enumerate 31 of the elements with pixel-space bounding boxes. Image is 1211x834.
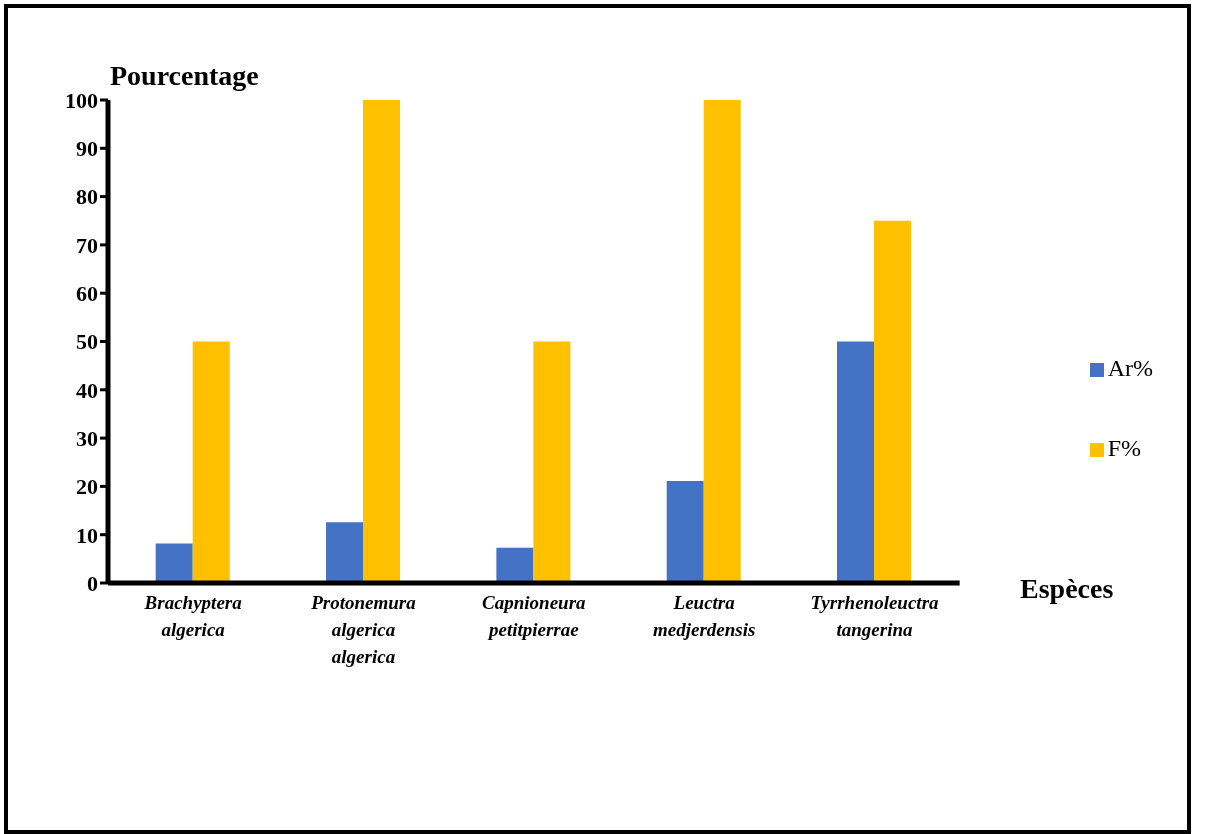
legend-label: Ar%	[1107, 355, 1153, 381]
x-tick-label: Leuctra medjerdensis	[652, 592, 756, 640]
frame: Ar% F% Brachyptera algerica Protonemura algerica algerica Capnioneura petitpierrae Leuctra medjerdensis Tyrrhenoleuctra tangerina 0 10 20 30 40 50 60 70 80 90 100 Pourcentage Espèces	[4, 4, 1191, 834]
y-tick-label: 80	[76, 184, 98, 210]
y-tick-label: 100	[65, 87, 98, 113]
bar	[326, 522, 364, 583]
y-tick-label: 50	[76, 329, 98, 355]
x-tick-label: Brachyptera algerica	[143, 592, 243, 640]
x-tick-label: Capnioneura petitpierrae	[482, 592, 587, 640]
bar	[666, 481, 704, 583]
bar	[837, 341, 875, 583]
x-tick-label: Tyrrhenoleuctra tangerina	[810, 592, 940, 640]
y-tick-label: 60	[76, 281, 98, 307]
bar	[192, 341, 230, 583]
y-tick-label: 40	[76, 377, 98, 403]
legend-label: F%	[1107, 435, 1142, 461]
y-tick-label: 0	[87, 570, 98, 596]
y-tick-label: 10	[76, 522, 98, 548]
bar	[363, 100, 401, 583]
y-tick-label: 70	[76, 232, 98, 258]
bar	[155, 543, 193, 583]
bar	[533, 341, 571, 583]
x-axis-title: Espèces	[1020, 573, 1114, 605]
y-tick-label: 30	[76, 425, 98, 451]
x-tick-label: Protonemura algerica algerica	[310, 592, 417, 667]
y-tick-label: 20	[76, 474, 98, 500]
bar	[874, 220, 912, 583]
y-tick-label: 90	[76, 136, 98, 162]
bar	[703, 100, 741, 583]
y-axis-title: Pourcentage	[110, 60, 259, 92]
bar	[496, 547, 534, 583]
